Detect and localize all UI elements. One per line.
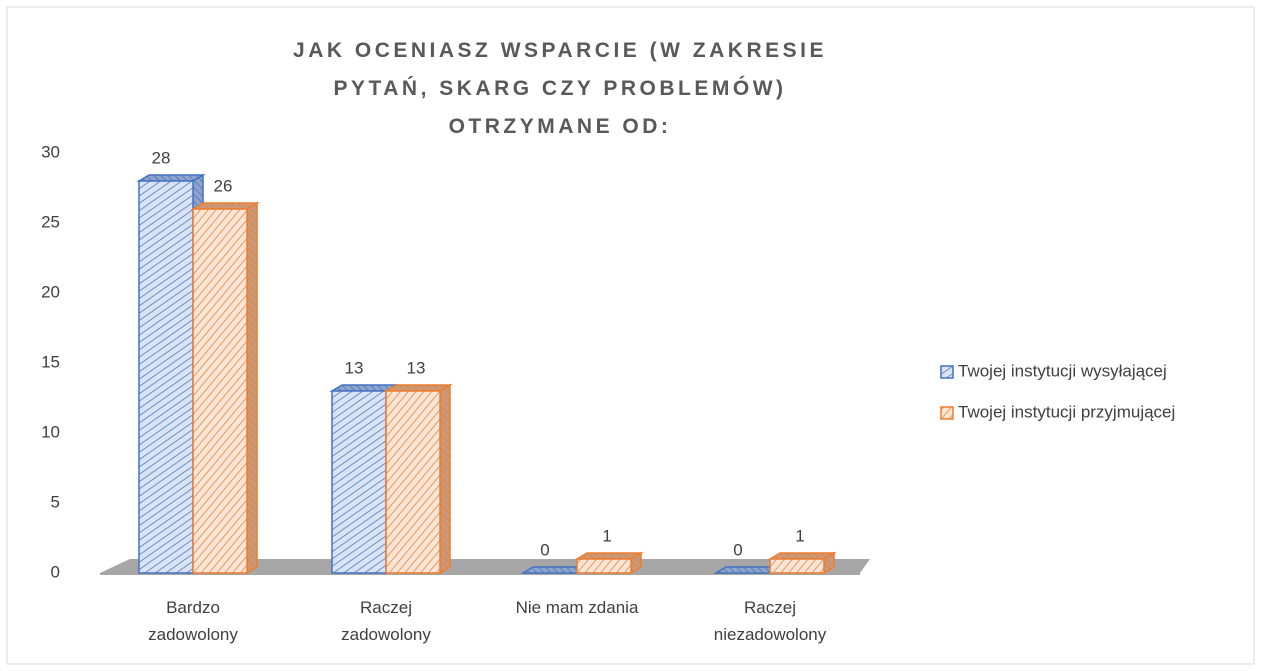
value-label: 13 [345,358,364,377]
chart-title: JAK OCENIASZ WSPARCIE (W ZAKRESIE PYTAŃ,… [293,39,827,138]
value-label: 13 [407,358,426,377]
bar-front [769,558,825,574]
value-label: 0 [540,540,549,559]
bar [190,201,260,575]
y-tick-label: 5 [51,492,60,511]
bar [383,383,453,575]
bar-front [576,558,632,574]
value-label: 26 [214,176,233,195]
legend-swatch [940,406,954,420]
bar-top [767,552,837,560]
bar-top [136,174,206,182]
bar-side [439,383,451,575]
value-label: 1 [602,526,611,545]
floor [100,559,870,573]
legend-label: Twojej instytucji przyjmującej [958,402,1175,421]
bar-top [574,552,644,560]
bar-front [192,208,248,574]
bar-side [246,201,258,575]
bar [767,551,837,575]
x-tick-label: Raczej niezadowolony [713,598,827,644]
bar [574,551,644,575]
bar-top [190,202,260,210]
legend-swatch [940,365,954,379]
x-tick-label: Bardzo zadowolony [148,598,238,644]
y-tick-label: 15 [41,352,60,371]
y-tick-label: 20 [41,282,60,301]
x-tick-label: Raczej zadowolony [341,598,431,644]
x-tick-label: Nie mam zdania [515,598,639,617]
legend-label: Twojej instytucji wysyłającej [958,361,1167,380]
value-label: 1 [795,526,804,545]
value-label: 28 [152,148,171,167]
y-tick-label: 0 [51,562,60,581]
value-label: 0 [733,540,742,559]
floor-front [100,573,860,575]
bar-top [383,384,453,392]
chart-border [6,6,1255,665]
bar-front [385,390,441,574]
y-tick-label: 10 [41,422,60,441]
y-tick-label: 30 [41,142,60,161]
bar-front [331,390,387,574]
y-tick-label: 25 [41,212,60,231]
bar-front [138,180,194,574]
